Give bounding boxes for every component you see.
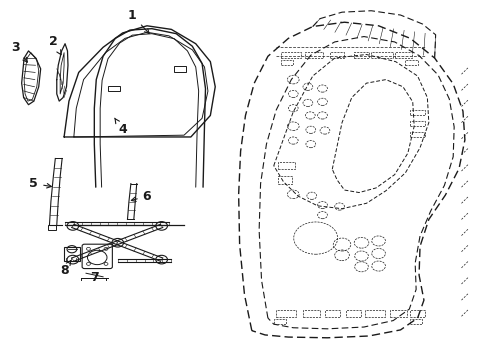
Text: 1: 1 [128, 9, 149, 33]
Bar [409, 121, 424, 126]
Bar [48, 225, 56, 230]
Text: 5: 5 [29, 177, 51, 190]
Bar [409, 110, 424, 116]
Bar [365, 310, 384, 317]
Bar [353, 51, 368, 58]
Text: 7: 7 [90, 271, 99, 284]
Bar [64, 247, 80, 261]
Bar [329, 51, 344, 58]
Bar [345, 310, 360, 317]
Bar [370, 51, 392, 58]
Bar [409, 319, 422, 324]
Bar [409, 132, 424, 137]
Bar [409, 310, 424, 317]
Bar [305, 51, 322, 58]
Bar [325, 310, 339, 317]
Bar [277, 162, 294, 169]
Bar [389, 310, 406, 317]
Bar [108, 86, 120, 91]
Bar [273, 319, 285, 324]
Bar [281, 51, 300, 58]
Text: 6: 6 [131, 190, 151, 203]
Bar [394, 51, 411, 58]
Bar [405, 60, 417, 65]
Bar [276, 310, 295, 317]
Text: 3: 3 [11, 41, 27, 62]
Bar [174, 66, 185, 72]
Text: 4: 4 [115, 118, 127, 136]
Text: 8: 8 [60, 261, 71, 277]
Bar [277, 176, 292, 184]
Text: 2: 2 [49, 35, 61, 55]
Bar [303, 310, 320, 317]
Bar [281, 60, 293, 65]
